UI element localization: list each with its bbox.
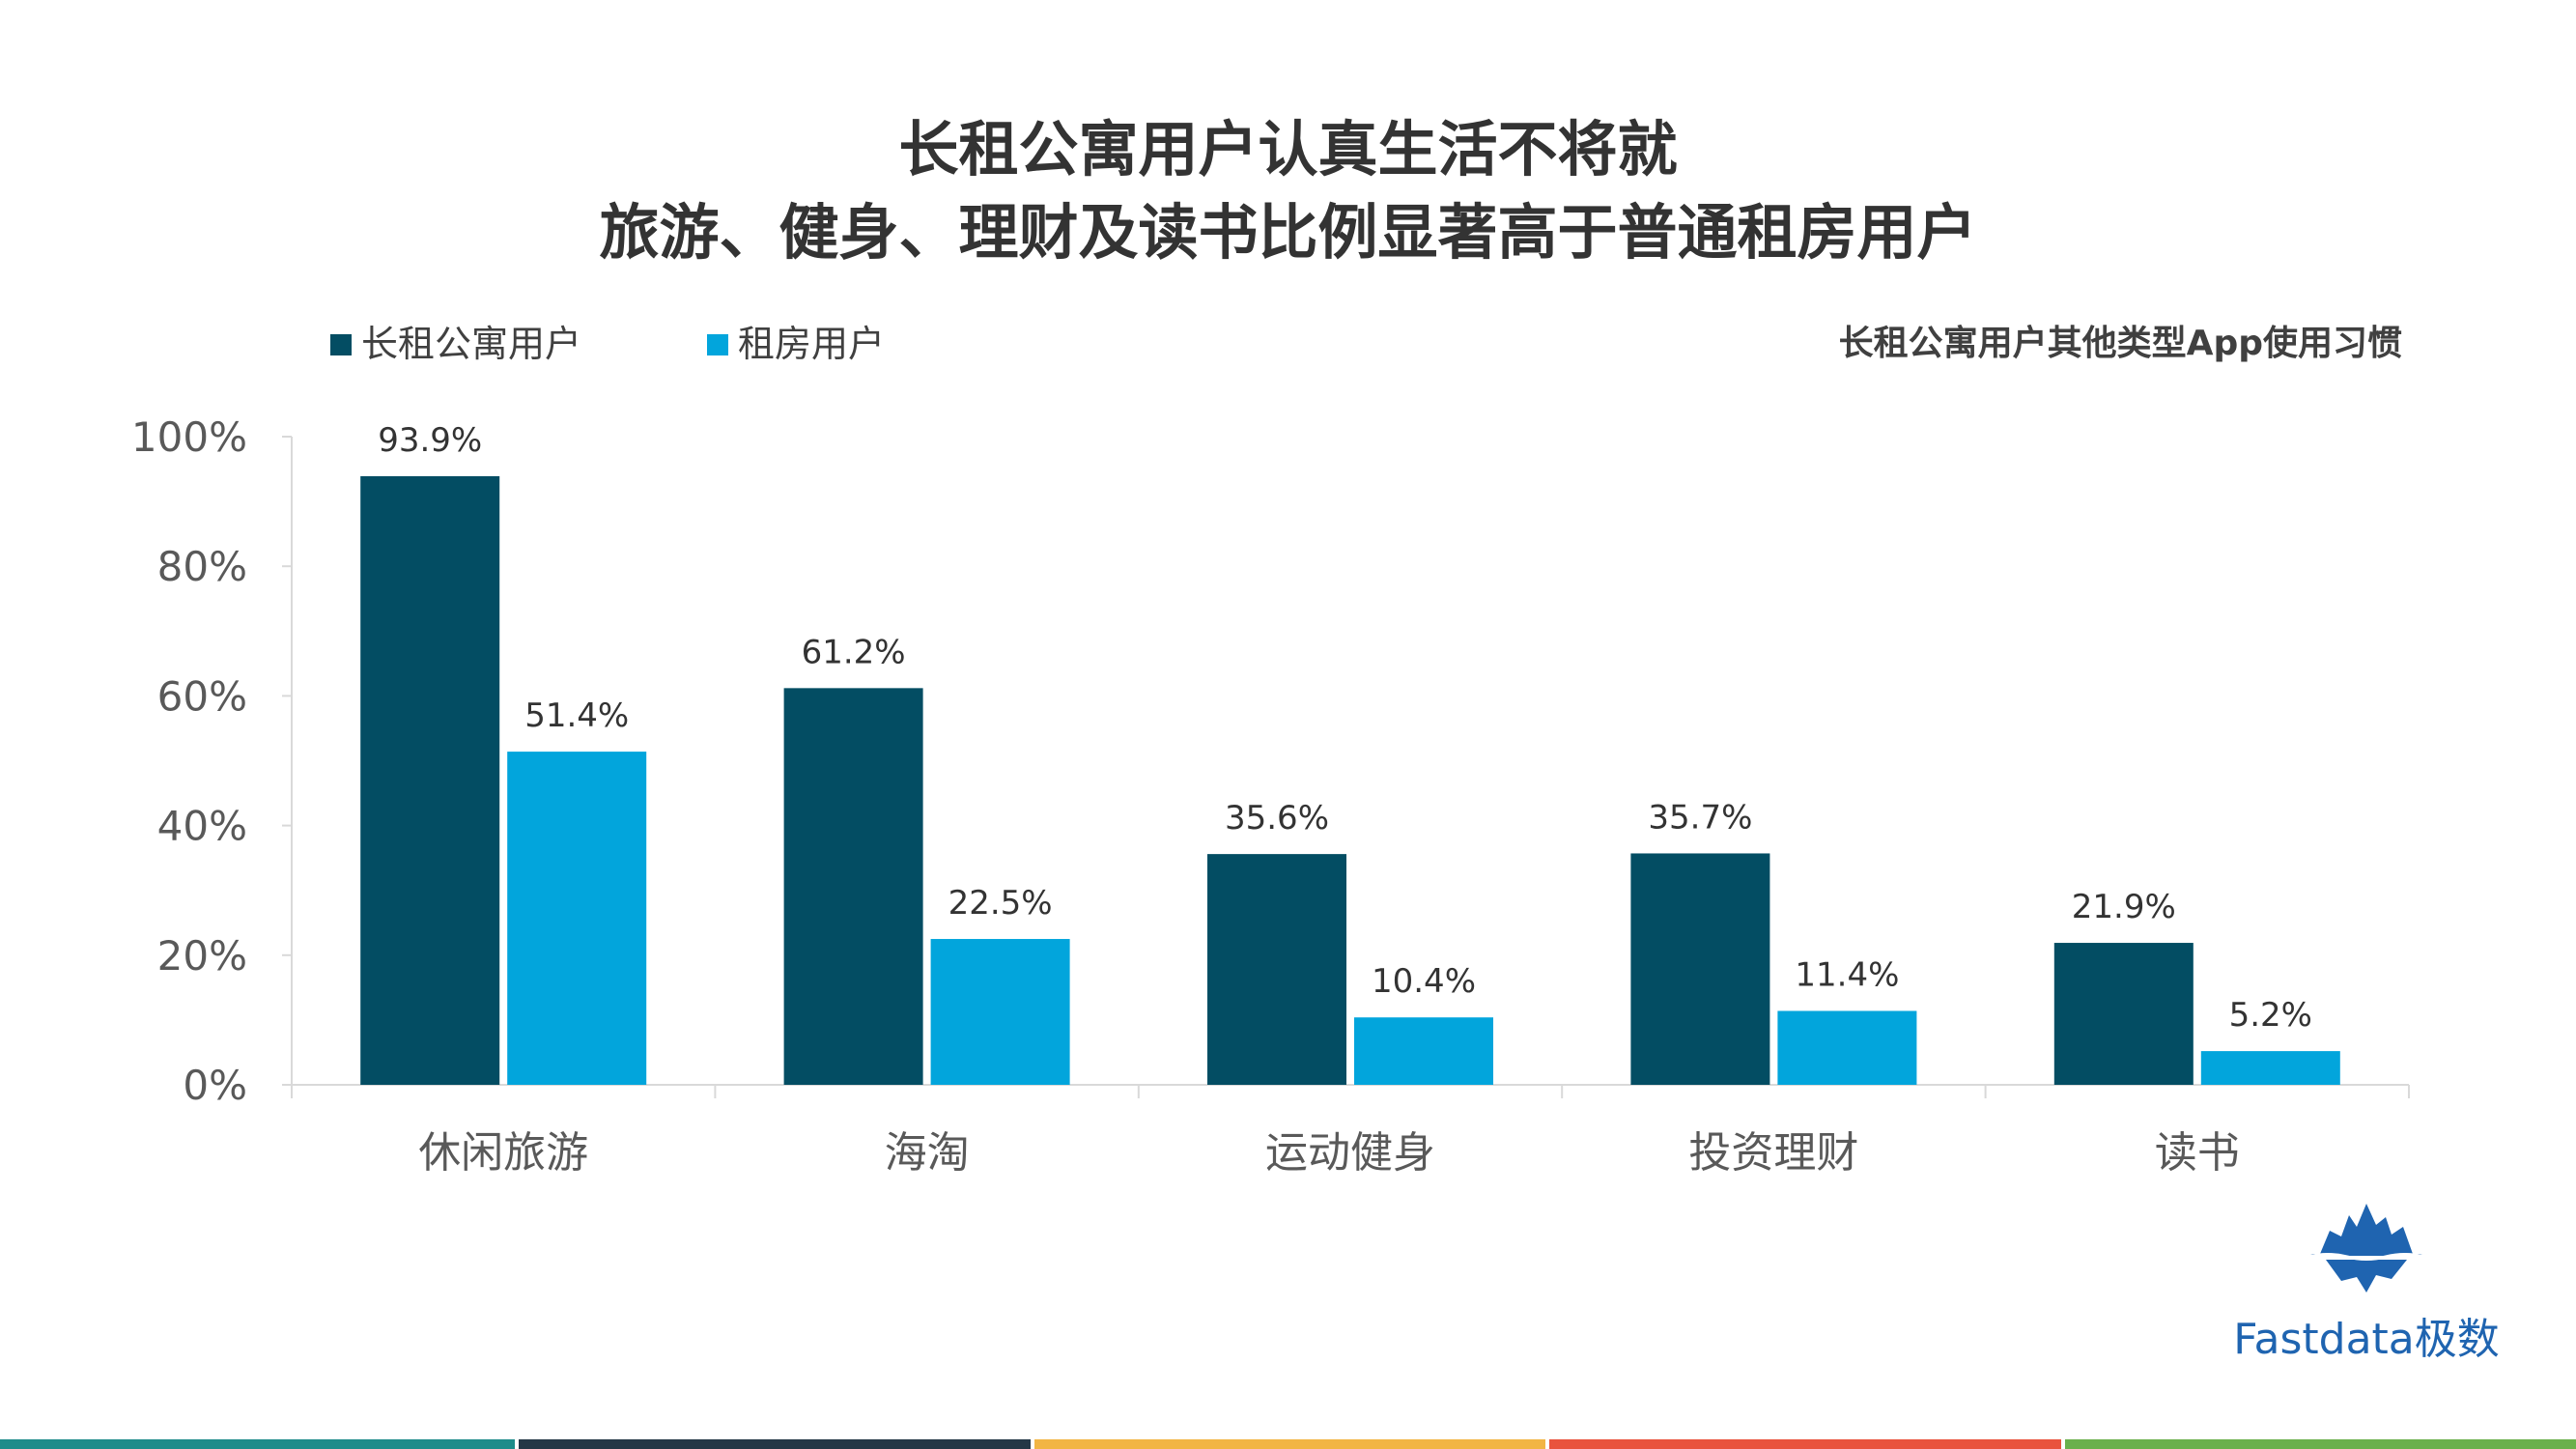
legend-swatch-series-2	[707, 334, 728, 355]
bar-series-1	[783, 688, 923, 1085]
bar-series-2	[2200, 1051, 2340, 1085]
legend-label-series-2: 租房用户	[738, 323, 886, 365]
brand-name: Fastdata极数	[2233, 1315, 2500, 1364]
footer-color-bar	[1033, 1439, 1546, 1449]
title-line-1: 长租公寓用户认真生活不将就	[898, 114, 1678, 185]
footer-color-bar	[2064, 1439, 2576, 1449]
bar-series-2	[507, 752, 647, 1085]
bar-series-2	[1354, 1017, 1493, 1085]
footer-color-bar	[0, 1439, 516, 1449]
x-axis: 休闲旅游 海淘 运动健身 投资理财 读书	[291, 1084, 2410, 1178]
iceberg-logo-icon	[2307, 1204, 2425, 1293]
bar-series-1	[360, 475, 500, 1085]
chart-subtitle: 长租公寓用户其他类型App使用习惯	[1838, 324, 2402, 363]
bar-value-label: 11.4%	[1795, 956, 1899, 995]
y-tick-label: 20%	[157, 932, 247, 980]
bar-value-label: 35.7%	[1648, 798, 1752, 837]
bar-value-label: 10.4%	[1372, 962, 1476, 1001]
legend-label-series-1: 长租公寓用户	[361, 323, 582, 365]
footer-color-bar	[1549, 1439, 2061, 1449]
page-title: 长租公寓用户认真生活不将就 旅游、健身、理财及读书比例显著高于普通租房用户	[0, 108, 2576, 274]
bar-series-2	[1777, 1010, 1917, 1085]
title-line-2: 旅游、健身、理财及读书比例显著高于普通租房用户	[599, 197, 1977, 268]
y-tick-label: 80%	[157, 543, 247, 590]
footer-color-bar	[519, 1439, 1031, 1449]
bar-series-1	[2053, 943, 2194, 1085]
bar-value-label: 5.2%	[2229, 996, 2312, 1035]
y-tick-label: 100%	[131, 413, 247, 461]
y-axis: 0% 20% 40% 60% 80% 100%	[131, 413, 293, 1109]
x-category-label: 读书	[2155, 1128, 2240, 1178]
bar-series-1	[1207, 854, 1346, 1085]
x-category-label: 投资理财	[1688, 1128, 1858, 1178]
bar-value-label: 35.6%	[1225, 799, 1329, 838]
bar-series-2	[930, 939, 1070, 1085]
x-category-label: 休闲旅游	[418, 1128, 588, 1178]
x-category-label: 海淘	[885, 1128, 970, 1178]
bar-value-label: 21.9%	[2072, 888, 2176, 926]
y-tick-label: 0%	[183, 1062, 247, 1109]
bar-series-1	[1630, 853, 1770, 1085]
bar-labels: 93.9% 51.4% 61.2% 22.5% 35.6% 10.4% 35.7% 11.4%…	[378, 421, 2312, 1035]
bar-value-label: 22.5%	[948, 884, 1053, 923]
bar-value-label: 93.9%	[378, 421, 482, 460]
bar-chart: 0% 20% 40% 60% 80% 100% 休闲旅游 海淘 运动健身 投资理财 读书 93.9…	[131, 413, 2410, 1178]
bar-value-label: 61.2%	[802, 633, 906, 671]
bar-value-label: 51.4%	[524, 696, 629, 735]
legend-swatch-series-1	[330, 334, 352, 355]
brand-logo: Fastdata极数	[2222, 1198, 2511, 1372]
y-tick-label: 60%	[157, 672, 247, 720]
bars	[360, 475, 2340, 1085]
y-tick-label: 40%	[157, 803, 247, 850]
x-category-label: 运动健身	[1265, 1128, 1435, 1178]
